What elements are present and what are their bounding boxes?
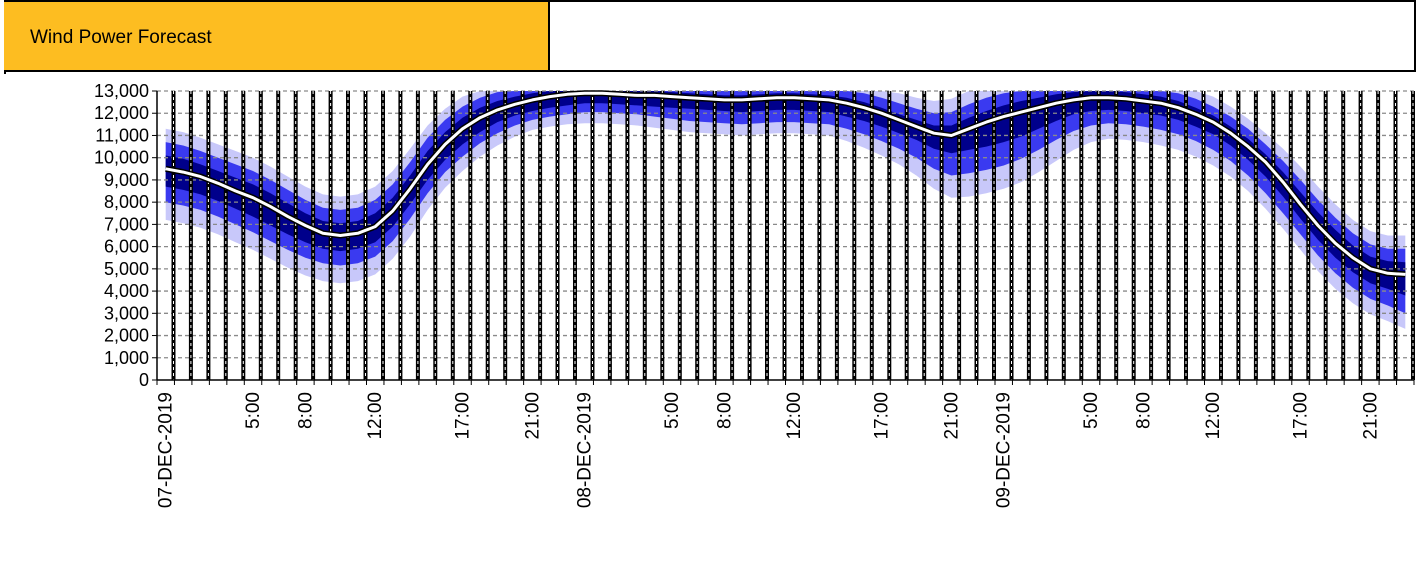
y-tick-label: 7,000 [104, 214, 149, 234]
x-tick-label: 17:00 [453, 392, 474, 440]
y-tick-label: 2,000 [104, 326, 149, 346]
band-outer [165, 91, 1406, 329]
x-tick-label: 8:00 [714, 392, 735, 429]
x-tick-label: 12:00 [365, 392, 386, 440]
x-tick-label: 08-DEC-2019 [575, 392, 596, 508]
y-tick-label: 10,000 [94, 148, 149, 168]
title-box: Wind Power Forecast [4, 2, 550, 70]
x-tick-label: 17:00 [872, 392, 893, 440]
x-tick-label: 12:00 [784, 392, 805, 440]
x-tick-label: 09-DEC-2019 [994, 392, 1015, 508]
forecast-line-stroke [165, 91, 1406, 276]
y-tick-label: 13,000 [94, 81, 149, 101]
x-tick-label: 5:00 [662, 392, 683, 429]
y-tick-label: 9,000 [104, 170, 149, 190]
x-tick-label: 8:00 [1133, 392, 1154, 429]
x-tick-labels: 07-DEC-2019 5:00 8:00 12:00 17:00 21:00 08-DEC… [156, 392, 1382, 508]
x-tick-label: 5:00 [243, 392, 264, 429]
forecast-line [165, 90, 1406, 278]
y-tick-label: 4,000 [104, 281, 149, 301]
y-tick-label: 6,000 [104, 237, 149, 257]
band-inner [165, 91, 1406, 296]
y-tick-label: 3,000 [104, 303, 149, 323]
y-tick-label: 12,000 [94, 103, 149, 123]
y-tick-label: 8,000 [104, 192, 149, 212]
x-tick-label: 5:00 [1081, 392, 1102, 429]
x-tick-label: 17:00 [1291, 392, 1312, 440]
forecast-bands [165, 91, 1406, 329]
x-tick-label: 8:00 [295, 392, 316, 429]
x-tick-label: 21:00 [1360, 392, 1381, 440]
y-tick-label: 11,000 [95, 125, 149, 145]
header-bar: Wind Power Forecast [4, 0, 1416, 72]
y-tick-label: 1,000 [104, 348, 149, 368]
x-tick-label: 07-DEC-2019 [156, 392, 177, 508]
y-tick-label: 0 [139, 370, 149, 390]
axes [152, 90, 1415, 385]
x-tick-label: 21:00 [941, 392, 962, 440]
page-title: Wind Power Forecast [30, 27, 212, 48]
x-tick-label: 12:00 [1203, 392, 1224, 440]
y-tick-label: 5,000 [104, 259, 149, 279]
band-mid [165, 91, 1406, 314]
x-tick-label: 21:00 [522, 392, 543, 440]
header-info-box [550, 2, 1416, 70]
